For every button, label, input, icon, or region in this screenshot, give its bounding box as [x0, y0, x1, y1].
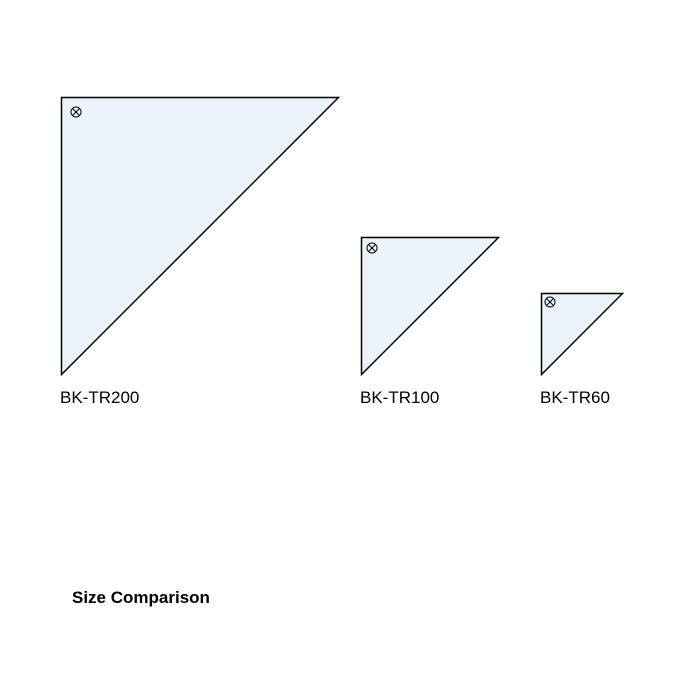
triangle-tr100 [360, 236, 500, 376]
triangle-tr60 [540, 292, 624, 376]
label-tr100: BK-TR100 [360, 388, 439, 408]
label-tr200: BK-TR200 [60, 388, 139, 408]
size-comparison-diagram: BK-TR200 BK-TR100 BK-TR60 Size Compariso… [0, 0, 700, 700]
triangle-shape [60, 96, 340, 376]
caption: Size Comparison [72, 588, 210, 608]
label-tr60: BK-TR60 [540, 388, 610, 408]
triangle-shape [540, 292, 624, 376]
triangle-tr200 [60, 96, 340, 376]
triangle-shape [360, 236, 500, 376]
